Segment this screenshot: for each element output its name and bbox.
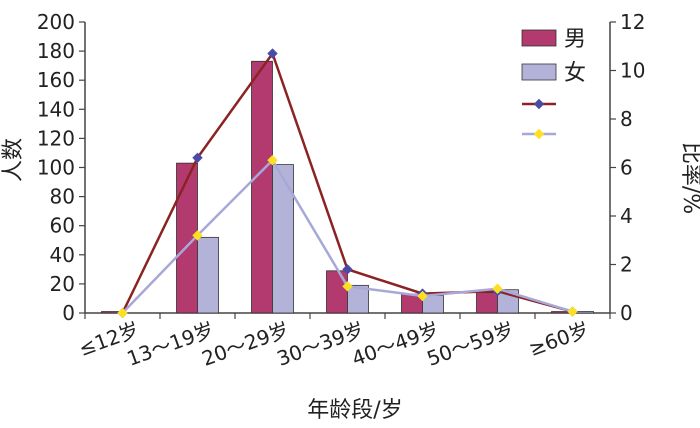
left-tick-label: 140: [37, 97, 75, 121]
right-tick-label: 0: [620, 301, 633, 325]
left-tick-label: 200: [37, 10, 75, 34]
line-marker-2: [267, 155, 278, 166]
left-tick-label: 100: [37, 156, 75, 180]
y-axis-title-left: 人数: [1, 138, 26, 182]
x-tick-label: ≥60岁: [526, 317, 593, 361]
line-marker-2: [342, 281, 353, 292]
bar-male: [251, 60, 273, 314]
line-marker-2: [117, 307, 128, 319]
legend-label: 女: [564, 61, 586, 86]
legend-label: 男: [564, 27, 586, 52]
line-marker-1: [342, 264, 353, 275]
x-tick-label: 50～59岁: [424, 317, 518, 371]
left-tick-label: 120: [37, 126, 75, 150]
legend-marker: [533, 128, 545, 140]
left-tick-label: 40: [50, 243, 75, 267]
right-tick-label: 2: [620, 253, 633, 277]
line-marker-2: [417, 290, 428, 302]
right-tick-label: 4: [620, 204, 633, 228]
left-tick-label: 180: [37, 39, 75, 63]
left-tick-label: 160: [37, 68, 75, 92]
x-axis-title: 年龄段/岁: [307, 398, 402, 423]
line-marker-2: [192, 230, 203, 241]
legend-swatch: [521, 29, 557, 47]
bar-male: [476, 292, 498, 314]
bar-female: [197, 236, 219, 314]
bar-female: [347, 284, 369, 314]
right-tick-label: 12: [620, 10, 645, 34]
right-tick-label: 6: [620, 156, 633, 180]
bar-male: [326, 270, 348, 314]
bars: [101, 60, 594, 314]
line-marker-1: [267, 48, 278, 59]
legend-swatch: [521, 63, 557, 81]
left-tick-label: 80: [50, 185, 75, 209]
y-axis-title-right: 比率/%: [678, 142, 700, 214]
lines: [117, 48, 578, 319]
right-tick-label: 8: [620, 107, 633, 131]
legend: 男女: [521, 27, 586, 140]
line-marker-1: [192, 152, 203, 164]
left-tick-label: 60: [50, 214, 75, 238]
bar-female: [422, 295, 444, 314]
right-tick-label: 10: [620, 59, 645, 83]
line-marker-2: [492, 283, 503, 294]
line-marker-2: [567, 306, 578, 317]
left-tick-label: 0: [62, 301, 75, 325]
left-tick-label: 20: [50, 272, 75, 296]
bar-female: [272, 164, 294, 314]
legend-marker: [533, 98, 545, 110]
